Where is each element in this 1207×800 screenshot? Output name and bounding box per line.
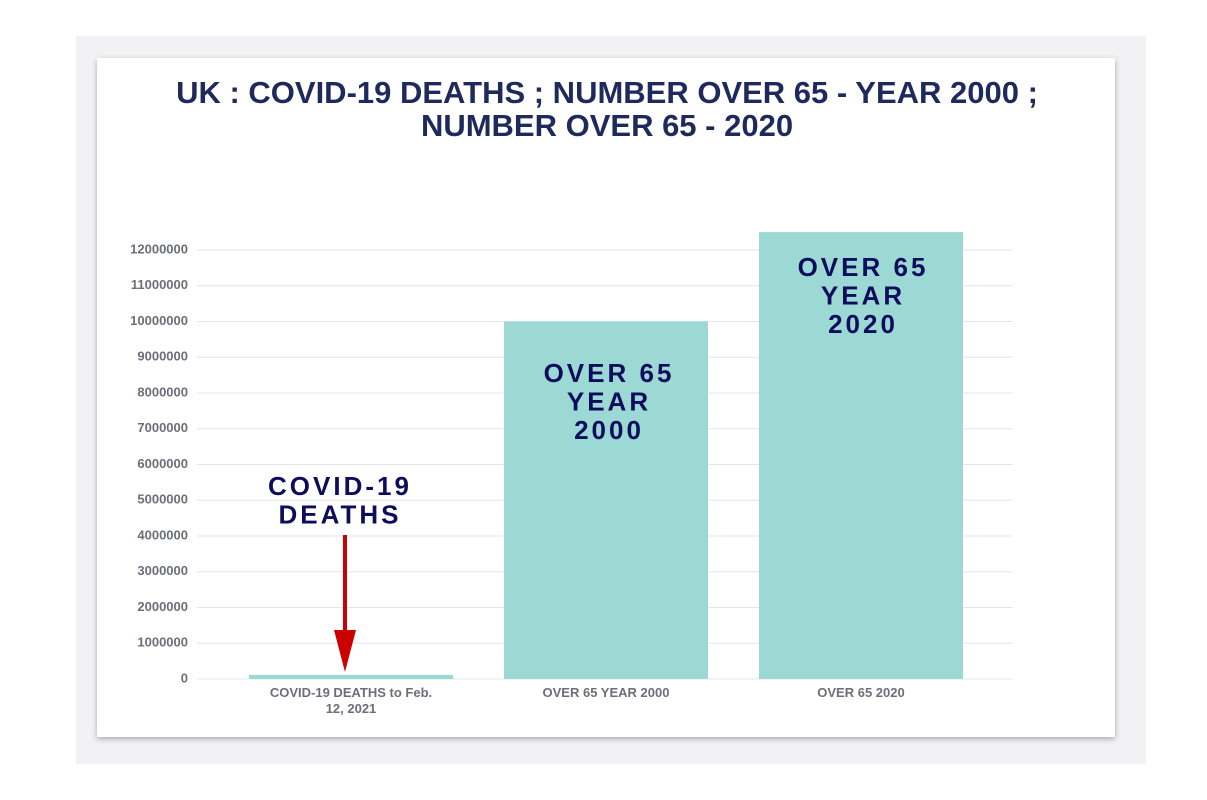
y-tick-label: 4000000 [137, 527, 188, 542]
y-tick-label: 2000000 [137, 599, 188, 614]
bar [504, 321, 708, 679]
annotation: 2020 [828, 309, 898, 339]
y-tick-label: 8000000 [137, 384, 188, 399]
x-tick-label-box: OVER 65 2020 [817, 685, 905, 700]
y-tick-label: 10000000 [130, 313, 188, 328]
y-tick-label: 3000000 [137, 563, 188, 578]
annotation: YEAR [567, 387, 651, 417]
x-tick-label: OVER 65 2020 [817, 685, 905, 700]
annotation: OVER 65 [798, 252, 929, 282]
annotation: DEATHS [279, 500, 402, 530]
annotation: YEAR [821, 281, 905, 311]
arrow-head [334, 630, 356, 672]
bar [249, 674, 453, 679]
annotation: 2000 [574, 415, 644, 445]
annotation: OVER 65 [544, 358, 675, 388]
y-tick-label: 1000000 [137, 635, 188, 650]
y-tick-label: 12000000 [130, 241, 188, 256]
x-tick-label-box: COVID-19 DEATHS to Feb. 12, 2021 [269, 685, 433, 716]
y-tick-label: 11000000 [131, 277, 188, 292]
annotation: COVID-19 [268, 471, 412, 501]
y-tick-label: 6000000 [137, 456, 188, 471]
chart-title: UK : COVID-19 DEATHS ; NUMBER OVER 65 - … [176, 75, 1038, 110]
y-tick-label: 0 [181, 670, 188, 685]
x-tick-label-box: OVER 65 YEAR 2000 [542, 685, 670, 700]
x-tick-label: COVID-19 DEATHS to Feb. 12, 2021 [269, 685, 433, 716]
y-tick-label: 9000000 [137, 349, 188, 364]
bar [759, 232, 963, 679]
y-tick-label: 5000000 [137, 492, 188, 507]
chart-title: NUMBER OVER 65 - 2020 [421, 108, 793, 143]
x-tick-label: OVER 65 YEAR 2000 [542, 685, 670, 700]
y-tick-label: 7000000 [137, 420, 188, 435]
